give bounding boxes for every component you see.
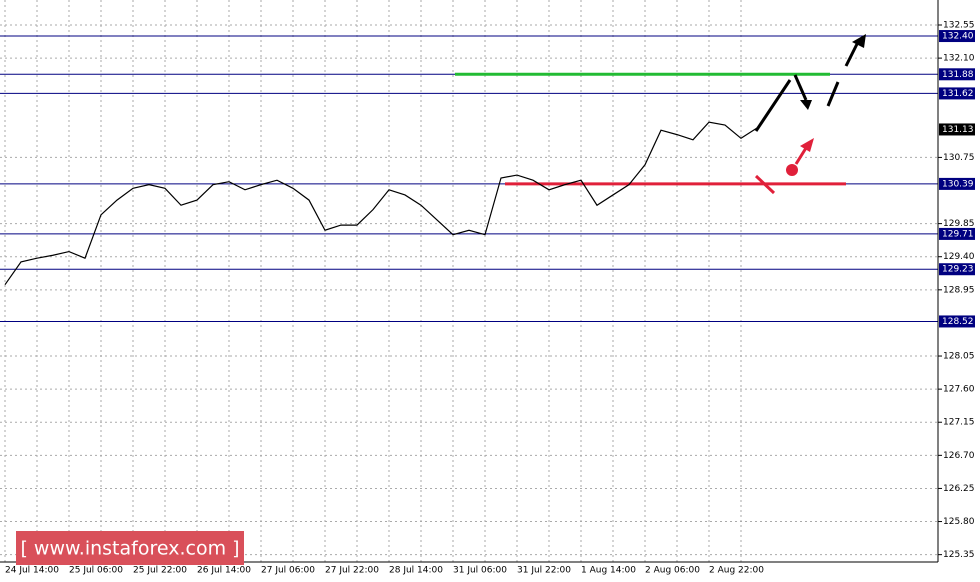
level-label: 128.52 xyxy=(942,317,974,327)
level-label: 130.39 xyxy=(942,179,974,189)
current-price: 131.13 xyxy=(942,125,974,135)
level-tag xyxy=(939,315,975,328)
arrowhead xyxy=(800,100,812,110)
level-tag xyxy=(939,87,975,100)
level-label: 129.23 xyxy=(942,265,974,275)
x-tick-label: 28 Jul 14:00 xyxy=(389,566,443,576)
y-tick-label: 128.05 xyxy=(943,352,975,362)
watermark-box xyxy=(16,531,244,565)
x-tick-label: 25 Jul 06:00 xyxy=(69,566,123,576)
arrowhead xyxy=(800,138,814,152)
level-label: 131.88 xyxy=(942,70,974,80)
level-label: 129.71 xyxy=(942,229,974,239)
x-tick-label: 25 Jul 22:00 xyxy=(133,566,187,576)
y-tick-label: 127.15 xyxy=(943,418,975,428)
arrow xyxy=(826,81,840,107)
x-tick-label: 2 Aug 06:00 xyxy=(645,566,700,576)
y-tick-label: 127.60 xyxy=(943,385,975,395)
y-tick-label: 126.25 xyxy=(943,484,975,494)
level-tag xyxy=(939,177,975,190)
arrow xyxy=(754,174,776,195)
x-tick-label: 31 Jul 22:00 xyxy=(517,566,571,576)
level-label: 132.40 xyxy=(942,32,974,42)
dot xyxy=(786,164,798,176)
x-tick-label: 26 Jul 14:00 xyxy=(197,566,251,576)
y-tick-label: 125.80 xyxy=(943,517,975,527)
level-tag xyxy=(939,30,975,43)
arrows xyxy=(754,34,866,195)
y-tick-label: 126.70 xyxy=(943,451,975,461)
level-tag xyxy=(939,68,975,81)
arrow xyxy=(794,147,808,165)
level-label: 131.62 xyxy=(942,89,974,99)
y-tick-label: 132.10 xyxy=(943,54,975,64)
price-line xyxy=(4,121,758,286)
y-tick-label: 129.40 xyxy=(943,252,975,262)
x-tick-label: 24 Jul 14:00 xyxy=(5,566,59,576)
arrow xyxy=(754,79,792,132)
watermark: [ www.instaforex.com ] xyxy=(20,538,239,560)
arrow xyxy=(844,41,860,67)
price-tag xyxy=(939,123,975,136)
y-tick-label: 128.95 xyxy=(943,285,975,295)
level-tag xyxy=(939,263,975,276)
y-tick-label: 129.85 xyxy=(943,219,975,229)
x-tick-label: 27 Jul 06:00 xyxy=(261,566,315,576)
level-tag xyxy=(939,227,975,240)
y-tick-label: 125.35 xyxy=(943,550,975,560)
x-tick-label: 31 Jul 06:00 xyxy=(453,566,507,576)
x-tick-label: 1 Aug 14:00 xyxy=(581,566,636,576)
y-tick-label: 130.75 xyxy=(943,153,975,163)
arrowhead xyxy=(852,34,866,48)
x-tick-label: 27 Jul 22:00 xyxy=(325,566,379,576)
arrow xyxy=(793,74,808,101)
y-tick-label: 132.55 xyxy=(943,21,975,31)
x-tick-label: 2 Aug 22:00 xyxy=(709,566,764,576)
